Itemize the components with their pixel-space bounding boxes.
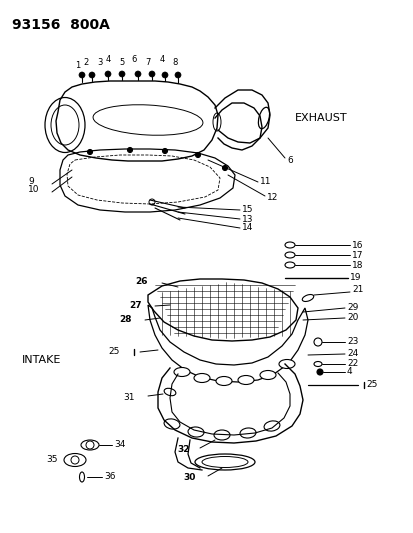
Text: 28: 28 <box>119 316 132 325</box>
Ellipse shape <box>195 454 254 470</box>
Text: 31: 31 <box>123 393 135 402</box>
Ellipse shape <box>216 376 231 385</box>
Text: 32: 32 <box>177 446 190 455</box>
Text: 11: 11 <box>259 177 271 187</box>
Circle shape <box>175 72 180 78</box>
Circle shape <box>316 369 322 375</box>
Text: 26: 26 <box>135 277 147 286</box>
Text: 12: 12 <box>266 192 278 201</box>
Text: 16: 16 <box>351 240 363 249</box>
Circle shape <box>222 166 227 171</box>
Text: 19: 19 <box>349 273 361 282</box>
Ellipse shape <box>240 428 255 438</box>
Text: 9: 9 <box>28 177 34 187</box>
Text: 3: 3 <box>97 58 102 67</box>
Circle shape <box>71 456 79 464</box>
Text: 17: 17 <box>351 251 363 260</box>
Circle shape <box>79 72 85 78</box>
Text: 4: 4 <box>346 367 352 376</box>
Text: 13: 13 <box>242 214 253 223</box>
Text: 15: 15 <box>242 206 253 214</box>
Text: 7: 7 <box>145 58 150 67</box>
Ellipse shape <box>194 374 209 383</box>
Text: 34: 34 <box>114 440 125 449</box>
Text: 21: 21 <box>351 286 363 295</box>
Ellipse shape <box>263 421 279 431</box>
Text: 25: 25 <box>365 381 377 390</box>
Circle shape <box>105 71 111 77</box>
Text: 10: 10 <box>28 185 39 195</box>
Circle shape <box>127 148 132 152</box>
Circle shape <box>135 71 141 77</box>
Text: EXHAUST: EXHAUST <box>294 113 347 123</box>
Text: 18: 18 <box>351 261 363 270</box>
Text: 20: 20 <box>346 313 358 322</box>
Text: 2: 2 <box>83 58 88 67</box>
Text: 35: 35 <box>46 456 58 464</box>
Text: 1: 1 <box>75 61 81 69</box>
Text: 6: 6 <box>286 156 292 165</box>
Text: 23: 23 <box>346 337 358 346</box>
Text: INTAKE: INTAKE <box>22 355 61 365</box>
Text: 36: 36 <box>104 472 115 481</box>
Ellipse shape <box>214 430 230 440</box>
Circle shape <box>87 149 92 155</box>
Circle shape <box>86 441 94 449</box>
Text: 93156  800A: 93156 800A <box>12 18 109 32</box>
Circle shape <box>162 149 167 154</box>
Ellipse shape <box>173 367 190 376</box>
Ellipse shape <box>278 359 294 368</box>
Text: 25: 25 <box>108 348 120 357</box>
Text: 4: 4 <box>159 54 164 63</box>
Circle shape <box>195 152 200 157</box>
Text: 24: 24 <box>346 350 357 359</box>
Text: 8: 8 <box>172 58 177 67</box>
Ellipse shape <box>237 376 254 384</box>
Ellipse shape <box>202 456 247 467</box>
Text: 30: 30 <box>183 473 195 482</box>
Circle shape <box>119 71 125 77</box>
Text: 29: 29 <box>346 303 358 311</box>
Text: 4: 4 <box>105 54 110 63</box>
Circle shape <box>161 72 168 78</box>
Circle shape <box>89 72 95 78</box>
Text: 14: 14 <box>242 223 253 232</box>
Text: 6: 6 <box>131 54 136 63</box>
Circle shape <box>149 71 154 77</box>
Text: 5: 5 <box>119 58 124 67</box>
Ellipse shape <box>188 427 204 437</box>
Ellipse shape <box>259 370 275 379</box>
Ellipse shape <box>164 419 180 429</box>
Text: 27: 27 <box>129 302 142 311</box>
Text: 22: 22 <box>346 359 357 368</box>
